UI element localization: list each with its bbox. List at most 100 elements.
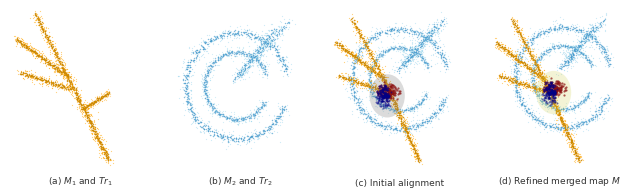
Point xyxy=(399,61,409,64)
Point xyxy=(584,96,594,99)
Point xyxy=(541,86,551,89)
Point xyxy=(428,109,438,112)
Point xyxy=(369,63,379,66)
Point xyxy=(420,94,431,97)
Point xyxy=(515,56,525,60)
Point xyxy=(378,99,388,102)
Point xyxy=(408,144,418,147)
Point xyxy=(408,147,418,150)
Point xyxy=(382,100,392,103)
Point xyxy=(200,82,211,85)
Point xyxy=(395,27,405,31)
Point xyxy=(545,47,555,50)
Point xyxy=(432,46,442,49)
Point xyxy=(261,49,271,52)
Point xyxy=(381,50,391,53)
Point xyxy=(76,88,86,92)
Point xyxy=(398,46,408,49)
Point xyxy=(360,40,370,43)
Point xyxy=(508,74,518,78)
Point xyxy=(406,107,417,110)
Point xyxy=(530,29,540,33)
Point xyxy=(261,42,271,45)
Point xyxy=(386,92,396,95)
Point xyxy=(36,57,46,60)
Point xyxy=(584,62,595,65)
Point xyxy=(227,29,237,32)
Point xyxy=(93,100,103,103)
Point xyxy=(588,26,598,29)
Point xyxy=(353,58,364,61)
Point xyxy=(372,65,383,68)
Point xyxy=(542,83,552,87)
Point xyxy=(252,134,262,137)
Point xyxy=(522,38,532,41)
Point xyxy=(208,64,218,68)
Point xyxy=(546,82,556,85)
Point xyxy=(392,109,402,112)
Point xyxy=(375,74,385,78)
Point xyxy=(342,72,353,75)
Point xyxy=(437,20,447,24)
Point xyxy=(58,70,68,73)
Point xyxy=(97,93,107,96)
Point xyxy=(279,61,289,64)
Point xyxy=(491,46,501,50)
Point xyxy=(205,40,215,43)
Point xyxy=(86,122,96,125)
Point xyxy=(45,61,55,64)
Point xyxy=(340,47,351,50)
Point xyxy=(389,104,399,107)
Point xyxy=(27,52,37,55)
Point xyxy=(515,53,525,56)
Point xyxy=(540,81,550,84)
Point xyxy=(397,120,408,123)
Point xyxy=(546,91,556,94)
Point xyxy=(521,108,531,112)
Point xyxy=(511,24,522,27)
Point xyxy=(73,98,83,101)
Point xyxy=(240,63,250,66)
Point xyxy=(80,117,90,120)
Point xyxy=(369,81,379,84)
Point xyxy=(259,38,269,41)
Point xyxy=(536,55,547,58)
Point xyxy=(497,46,508,49)
Point xyxy=(417,52,428,55)
Point xyxy=(372,55,383,58)
Point xyxy=(409,144,419,147)
Point xyxy=(12,38,22,41)
Point xyxy=(383,50,394,53)
Point xyxy=(511,52,521,55)
Point xyxy=(600,52,611,55)
Point xyxy=(260,71,270,74)
Point xyxy=(250,47,260,50)
Point xyxy=(191,48,202,51)
Point xyxy=(534,95,544,98)
Point xyxy=(426,42,436,45)
Point xyxy=(56,58,67,61)
Point xyxy=(575,44,586,47)
Point xyxy=(598,48,608,51)
Point xyxy=(379,93,389,96)
Point xyxy=(518,81,528,84)
Point xyxy=(102,152,112,155)
Point xyxy=(354,52,364,55)
Point xyxy=(416,34,426,37)
Point xyxy=(78,103,88,106)
Point xyxy=(196,121,206,124)
Point xyxy=(350,53,360,56)
Point xyxy=(595,113,605,116)
Point xyxy=(529,54,540,58)
Point xyxy=(29,77,40,80)
Point xyxy=(540,52,550,55)
Point xyxy=(106,159,116,162)
Point xyxy=(366,86,376,89)
Point xyxy=(81,105,91,108)
Point xyxy=(409,51,419,54)
Point xyxy=(556,126,566,129)
Point xyxy=(336,77,346,80)
Point xyxy=(47,51,57,54)
Point xyxy=(367,52,377,55)
Point xyxy=(590,119,600,122)
